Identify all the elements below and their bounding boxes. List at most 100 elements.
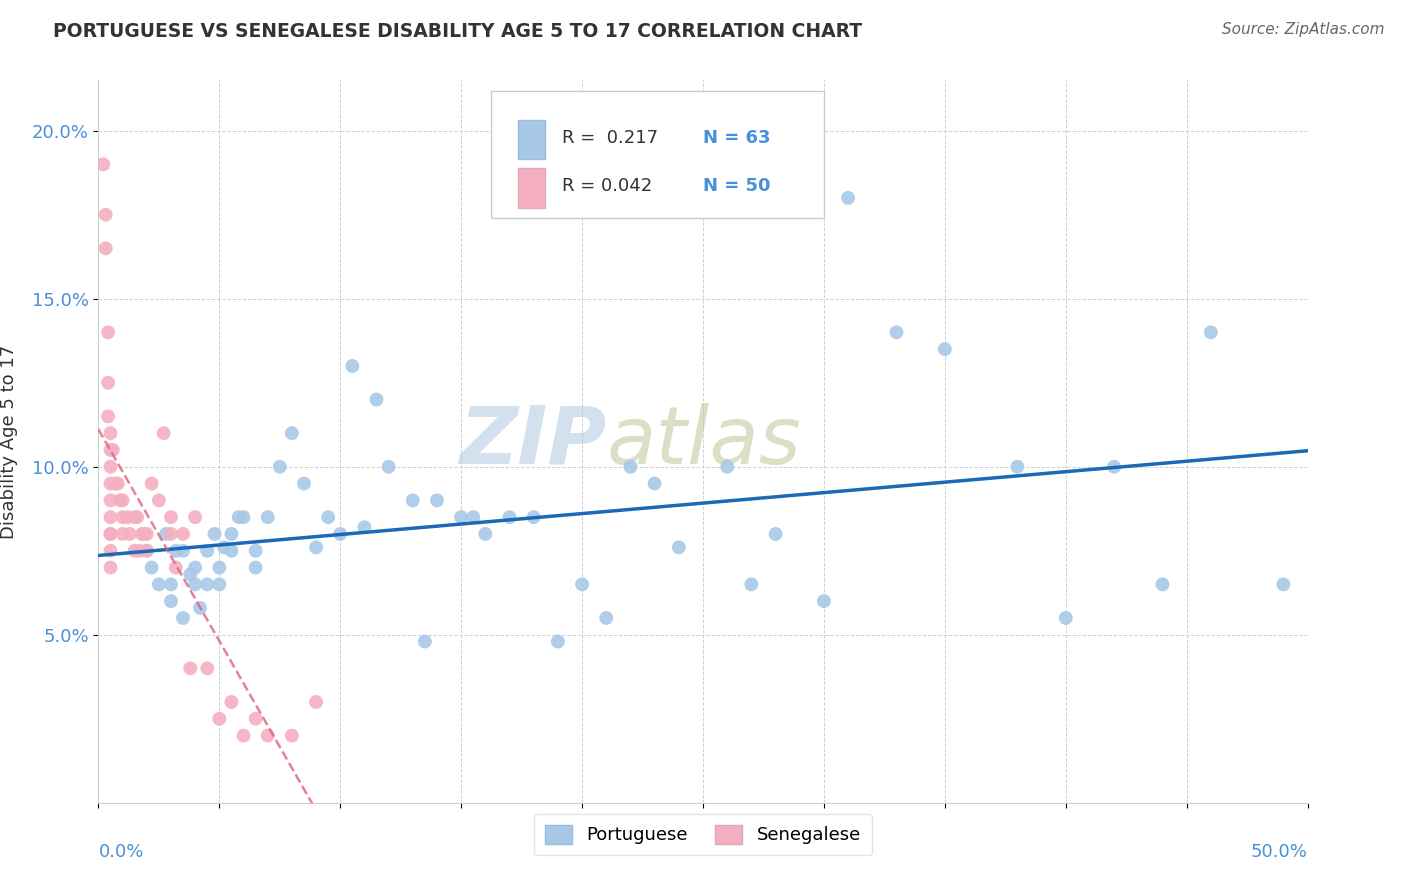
Point xyxy=(813,594,835,608)
Point xyxy=(245,543,267,558)
Point xyxy=(148,493,170,508)
Text: 50.0%: 50.0% xyxy=(1251,843,1308,861)
Point xyxy=(179,567,201,582)
Point xyxy=(402,493,425,508)
Text: ZIP: ZIP xyxy=(458,402,606,481)
Point xyxy=(100,560,122,574)
Point xyxy=(716,459,738,474)
Point xyxy=(450,510,472,524)
Point xyxy=(124,510,146,524)
Point xyxy=(100,527,122,541)
Point xyxy=(221,695,243,709)
Point xyxy=(160,577,183,591)
Point xyxy=(221,527,243,541)
Point xyxy=(104,476,127,491)
Point xyxy=(118,527,141,541)
Text: N = 50: N = 50 xyxy=(703,178,770,195)
Text: R = 0.042: R = 0.042 xyxy=(561,178,652,195)
Point xyxy=(426,493,449,508)
Point xyxy=(111,510,134,524)
Point xyxy=(124,543,146,558)
Point xyxy=(305,541,328,555)
Point xyxy=(97,409,120,424)
FancyBboxPatch shape xyxy=(517,168,544,208)
Point xyxy=(134,527,156,541)
Point xyxy=(141,560,163,574)
Point xyxy=(619,459,641,474)
Point xyxy=(100,476,122,491)
Point xyxy=(172,527,194,541)
Legend: Portuguese, Senegalese: Portuguese, Senegalese xyxy=(534,814,872,855)
Point xyxy=(366,392,388,407)
Point xyxy=(463,510,485,524)
Point xyxy=(740,577,762,591)
Point xyxy=(128,543,150,558)
Point xyxy=(165,560,187,574)
Point xyxy=(837,191,859,205)
Point xyxy=(934,342,956,356)
Point xyxy=(100,493,122,508)
Point xyxy=(1054,611,1077,625)
Y-axis label: Disability Age 5 to 17: Disability Age 5 to 17 xyxy=(0,344,18,539)
Point xyxy=(195,543,218,558)
Point xyxy=(245,712,267,726)
Point xyxy=(94,208,117,222)
Point xyxy=(232,510,254,524)
Point xyxy=(281,426,304,441)
Point xyxy=(245,560,267,574)
Point xyxy=(184,577,207,591)
Point xyxy=(100,459,122,474)
Text: 0.0%: 0.0% xyxy=(98,843,143,861)
Point xyxy=(184,560,207,574)
Text: atlas: atlas xyxy=(606,402,801,481)
Point xyxy=(131,527,153,541)
Point xyxy=(413,634,436,648)
Point xyxy=(256,729,278,743)
Point xyxy=(101,442,124,457)
Point xyxy=(269,459,291,474)
Point xyxy=(94,241,117,255)
Point xyxy=(195,577,218,591)
Point xyxy=(184,510,207,524)
Point xyxy=(100,426,122,441)
Point xyxy=(668,541,690,555)
Point xyxy=(281,729,304,743)
Point xyxy=(212,541,235,555)
FancyBboxPatch shape xyxy=(492,91,824,218)
Point xyxy=(172,543,194,558)
Point xyxy=(100,527,122,541)
Point xyxy=(97,376,120,390)
Point xyxy=(1272,577,1295,591)
Point xyxy=(292,476,315,491)
Point xyxy=(97,326,120,340)
Point xyxy=(474,527,496,541)
Point xyxy=(91,157,114,171)
Point xyxy=(160,594,183,608)
Point xyxy=(108,493,131,508)
Point xyxy=(135,543,157,558)
Text: Source: ZipAtlas.com: Source: ZipAtlas.com xyxy=(1222,22,1385,37)
Point xyxy=(232,729,254,743)
Point xyxy=(141,476,163,491)
Point xyxy=(188,600,211,615)
Point xyxy=(1152,577,1174,591)
Point xyxy=(595,611,617,625)
Point xyxy=(571,577,593,591)
Point xyxy=(353,520,375,534)
Point xyxy=(547,634,569,648)
Point xyxy=(498,510,520,524)
Point xyxy=(179,661,201,675)
Point xyxy=(886,326,908,340)
Point xyxy=(100,543,122,558)
Point xyxy=(329,527,352,541)
Point xyxy=(165,543,187,558)
Point xyxy=(155,527,177,541)
Point xyxy=(107,476,129,491)
Point xyxy=(160,510,183,524)
Point xyxy=(135,527,157,541)
Text: R =  0.217: R = 0.217 xyxy=(561,129,658,147)
Point xyxy=(127,510,149,524)
Point xyxy=(228,510,250,524)
FancyBboxPatch shape xyxy=(517,120,544,160)
Point xyxy=(208,712,231,726)
